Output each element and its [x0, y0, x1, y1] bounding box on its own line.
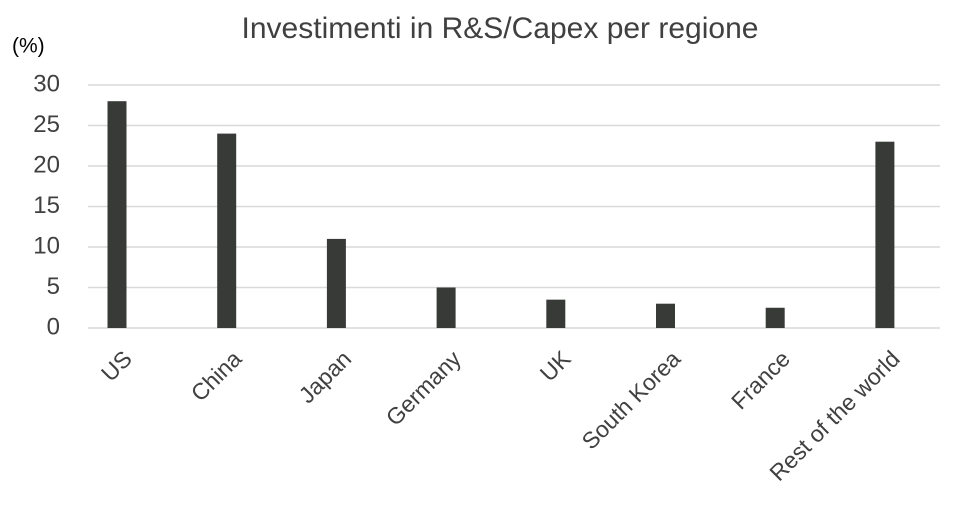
chart-title: Investimenti in R&S/Capex per regione	[242, 12, 759, 45]
x-tick-label: UK	[535, 345, 576, 386]
y-tick-label: 10	[33, 232, 60, 259]
bar	[436, 287, 456, 328]
x-tick-label: South Korea	[577, 345, 686, 454]
bar	[765, 307, 785, 328]
bar	[107, 101, 127, 328]
bar	[656, 303, 675, 328]
y-axis-label: (%)	[12, 35, 45, 58]
y-tick-label: 25	[33, 111, 60, 138]
bar	[217, 133, 237, 328]
x-tick-label: China	[186, 345, 247, 406]
bar	[546, 299, 566, 328]
y-tick-label: 15	[33, 192, 60, 219]
y-tick-label: 5	[47, 273, 60, 300]
x-tick-label: Germany	[381, 345, 467, 431]
y-tick-label: 0	[47, 313, 60, 340]
y-tick-label: 30	[33, 70, 60, 97]
x-tick-label: Japan	[294, 345, 357, 408]
x-tick-label: France	[726, 345, 795, 414]
x-tick-label: US	[96, 345, 137, 386]
y-tick-label: 20	[33, 151, 60, 178]
bar	[326, 238, 346, 328]
bar	[875, 141, 895, 328]
